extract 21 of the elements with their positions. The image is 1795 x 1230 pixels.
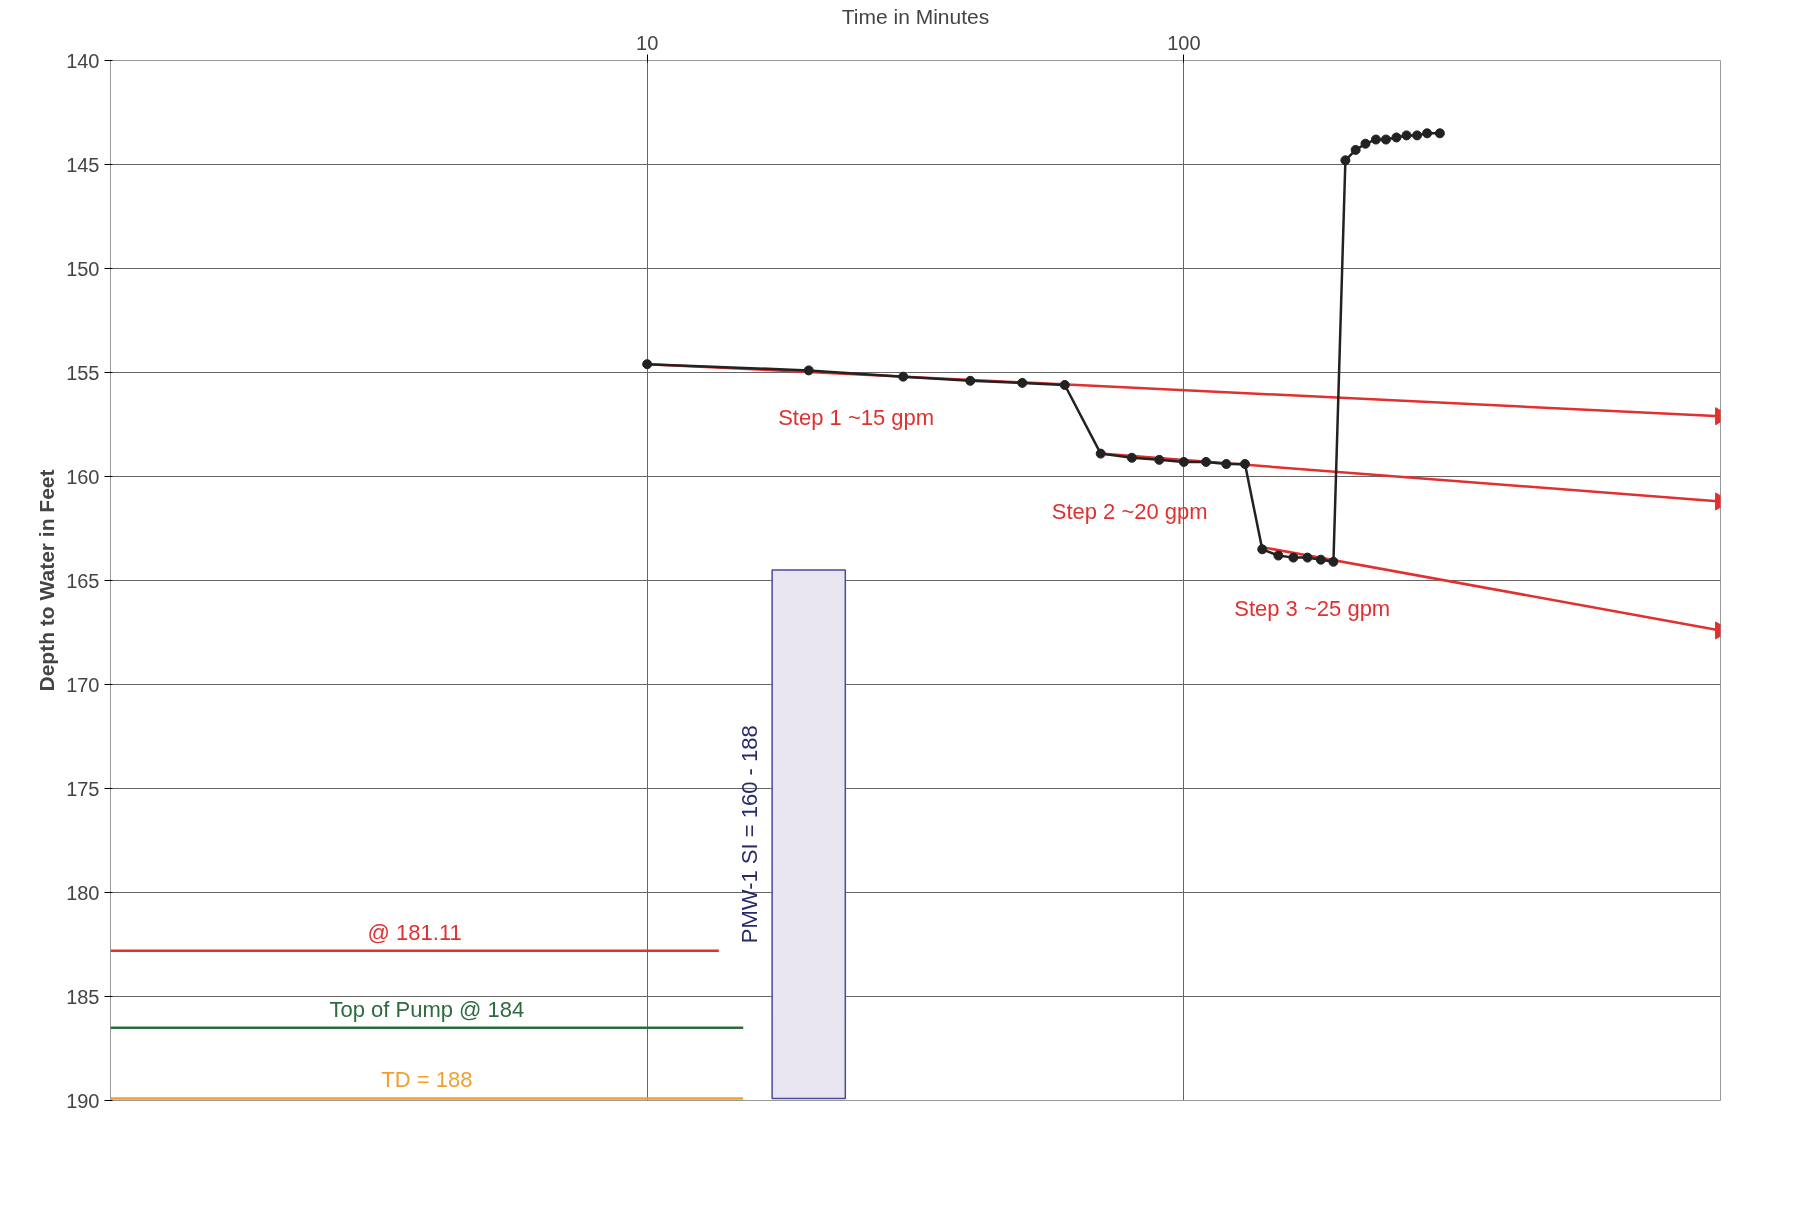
series-label: Top of Pump @ 184: [329, 996, 525, 1022]
y-tick-label: 160: [66, 465, 100, 488]
x-tick-label: 100: [1167, 31, 1201, 54]
y-tick-label: 145: [66, 153, 100, 176]
x-tick-label: 10: [636, 31, 659, 54]
y-tick-label: 150: [66, 257, 100, 280]
y-tick-label: 140: [66, 49, 100, 72]
y-tick-label: 190: [66, 1089, 100, 1112]
y-tick-label: 165: [66, 569, 100, 592]
annotation: PMW-1 SI = 160 - 188: [737, 725, 763, 944]
x-axis-title: Time in Minutes: [841, 4, 990, 28]
y-tick-label: 185: [66, 985, 100, 1008]
y-tick-label: 155: [66, 361, 100, 384]
series-label: TD = 188: [381, 1067, 473, 1093]
annotation: Step 1 ~15 gpm: [778, 404, 935, 430]
y-axis-title: Depth to Water in Feet: [35, 469, 59, 692]
y-tick-label: 170: [66, 673, 100, 696]
annotation: Step 3 ~25 gpm: [1234, 595, 1391, 621]
y-tick-label: 175: [66, 777, 100, 800]
y-tick-label: 180: [66, 881, 100, 904]
series-label: @ 181.11: [367, 919, 462, 945]
